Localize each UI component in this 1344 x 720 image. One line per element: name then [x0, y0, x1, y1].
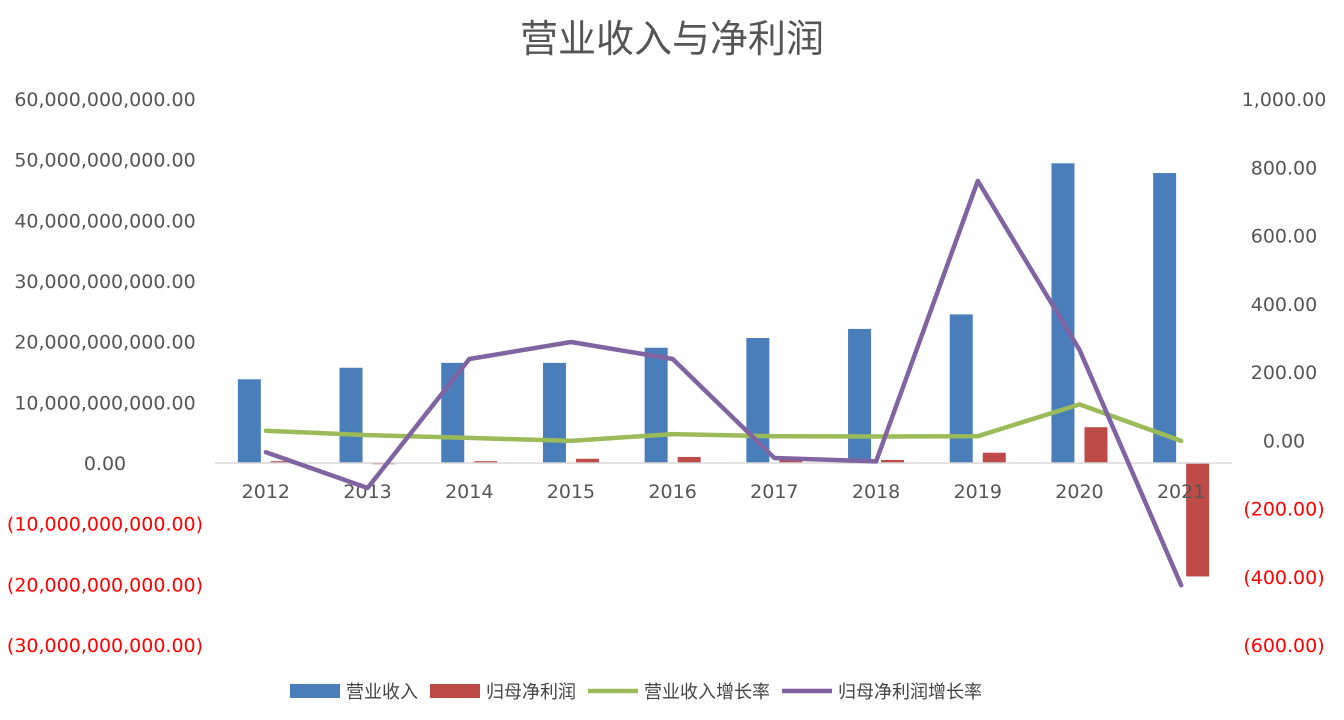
bar-revenue: [542, 362, 566, 463]
bar-net-profit: [982, 452, 1006, 463]
x-tick-label: 2016: [648, 481, 696, 503]
left-tick-label: 20,000,000,000.00: [14, 332, 195, 354]
left-axis-ticks: 60,000,000,000.00 50,000,000,000.00 40,000…: [7, 89, 203, 657]
right-tick-label: (200.00): [1243, 499, 1324, 521]
left-tick-label: 30,000,000,000.00: [14, 271, 195, 293]
x-tick-label: 2014: [445, 481, 493, 503]
bar-revenue: [1153, 173, 1177, 463]
revenue-growth-line: [263, 402, 1184, 444]
left-tick-label: (30,000,000,000.00): [7, 635, 203, 657]
x-tick-label: 2021: [1157, 481, 1205, 503]
right-tick-label: 1,000.00: [1242, 89, 1327, 111]
x-tick-label: 2017: [750, 481, 798, 503]
x-tick-label: 2013: [343, 481, 391, 503]
bar-revenue: [949, 314, 973, 463]
x-axis-ticks: 2012 2013 2014 2015 2016 2017 2018 2019 2020 2021: [242, 481, 1206, 503]
right-tick-label: (600.00): [1243, 635, 1324, 657]
left-tick-label: (20,000,000,000.00): [7, 574, 203, 596]
bar-net-profit: [677, 456, 701, 463]
x-tick-label: 2019: [954, 481, 1002, 503]
right-tick-label: 400.00: [1251, 294, 1317, 316]
x-tick-label: 2020: [1055, 481, 1103, 503]
legend: 营业收入 归母净利润 营业收入增长率 归母净利润增长率: [290, 682, 982, 703]
bar-net-profit: [270, 461, 294, 463]
left-tick-label: (10,000,000,000.00): [7, 514, 203, 536]
chart-title: 营业收入与净利润: [520, 17, 824, 61]
right-tick-label: 200.00: [1251, 362, 1317, 384]
net-profit-growth-line: [263, 178, 1184, 588]
right-axis-ticks: 1,000.00 800.00 600.00 400.00 200.00 0.00 (200…: [1242, 89, 1327, 657]
bar-revenue: [1051, 163, 1075, 463]
line-series: [263, 178, 1184, 588]
bar-net-profit: [1084, 427, 1108, 463]
right-tick-label: 0.00: [1263, 430, 1305, 452]
bar-net-profit: [474, 461, 498, 463]
legend-label: 归母净利润增长率: [838, 682, 982, 703]
bar-net-profit: [881, 459, 905, 463]
left-tick-label: 10,000,000,000.00: [14, 392, 195, 414]
legend-label: 归母净利润: [486, 682, 576, 703]
bar-revenue: [746, 338, 770, 463]
bar-net-profit: [575, 458, 599, 463]
legend-label: 营业收入增长率: [644, 682, 770, 703]
left-tick-label: 0.00: [84, 453, 126, 475]
bar-revenue: [237, 379, 261, 463]
legend-swatch: [290, 684, 340, 698]
right-tick-label: (400.00): [1243, 567, 1324, 589]
left-tick-label: 60,000,000,000.00: [14, 89, 195, 111]
left-tick-label: 40,000,000,000.00: [14, 210, 195, 232]
x-tick-label: 2018: [852, 481, 900, 503]
right-tick-label: 800.00: [1251, 157, 1317, 179]
legend-label: 营业收入: [346, 682, 418, 703]
left-tick-label: 50,000,000,000.00: [14, 150, 195, 172]
x-tick-label: 2012: [242, 481, 290, 503]
bar-revenue: [644, 347, 668, 463]
bar-revenue: [339, 367, 363, 463]
bar-series: [237, 163, 1210, 577]
right-tick-label: 600.00: [1251, 226, 1317, 248]
x-tick-label: 2015: [547, 481, 595, 503]
legend-swatch: [430, 684, 480, 698]
bar-revenue: [848, 328, 872, 463]
bar-net-profit: [1186, 463, 1210, 577]
